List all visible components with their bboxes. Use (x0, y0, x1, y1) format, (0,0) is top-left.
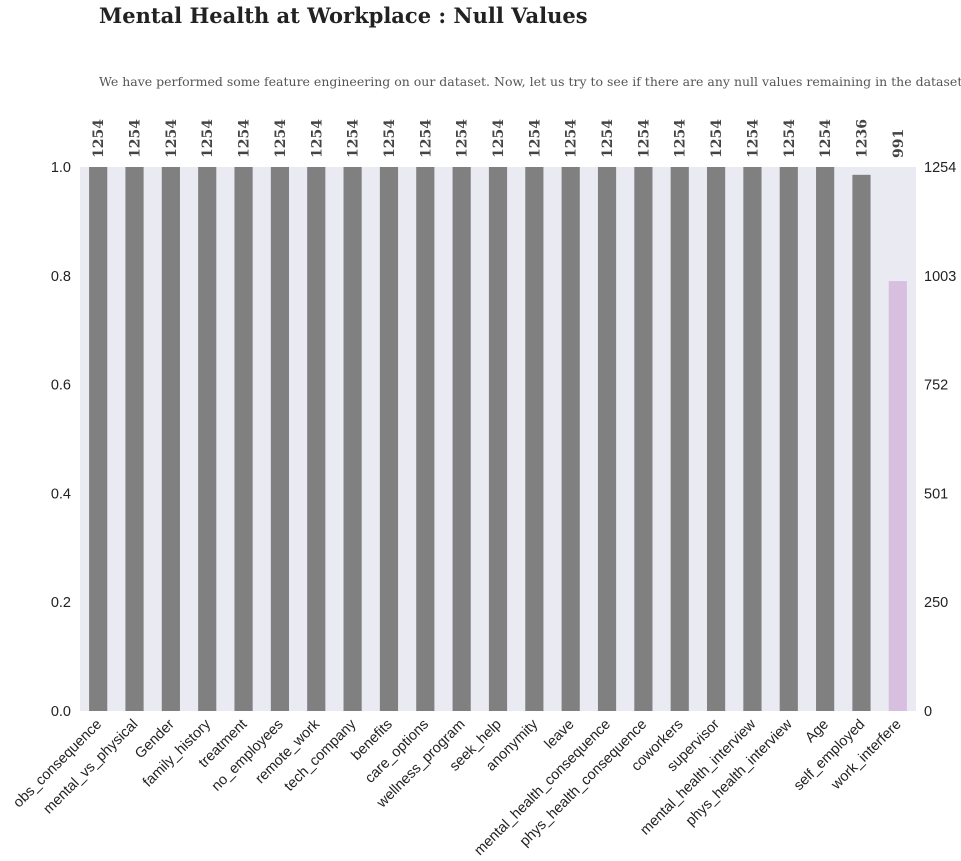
count-label-phys-health-consequence: 1254 (636, 119, 652, 158)
bar-phys-health-consequence (634, 167, 653, 711)
bar-coworkers (670, 167, 689, 711)
left-tick-label: 0.0 (51, 704, 71, 720)
right-axis: 0 250 501 752 1003 1254 (924, 160, 956, 720)
left-tick-label: 0.8 (51, 269, 71, 285)
bar-work-interfere (888, 281, 907, 711)
bar-benefits (379, 167, 399, 711)
count-label-treatment: 1254 (237, 119, 253, 158)
bar-treatment (234, 167, 253, 711)
count-label-mental-vs-physical: 1254 (128, 119, 144, 158)
bar-mental-vs-physical (125, 167, 144, 711)
count-label-coworkers: 1254 (673, 119, 689, 158)
bar-wellness-program (452, 167, 471, 711)
count-label-seek-help: 1254 (491, 119, 507, 158)
count-label-self-employed: 1236 (854, 119, 870, 158)
count-label-work-interfere: 991 (891, 129, 907, 158)
chart-subtitle: We have performed some feature engineeri… (99, 74, 961, 89)
left-tick-label: 1.0 (51, 160, 71, 176)
count-label-gender: 1254 (164, 119, 180, 158)
bar-phys-health-interview (779, 167, 798, 711)
right-tick-label: 752 (924, 378, 948, 394)
count-label-no-employees: 1254 (273, 119, 289, 158)
bar-no-employees (270, 167, 289, 711)
count-label-mental-health-consequence: 1254 (600, 119, 616, 158)
right-tick-label: 1254 (924, 160, 956, 176)
right-tick-label: 0 (924, 704, 932, 720)
right-tick-label: 250 (924, 595, 948, 611)
bar-mental-health-consequence (597, 167, 617, 711)
bar-self-employed (852, 174, 871, 712)
left-tick-label: 0.2 (51, 595, 71, 611)
bar-gender (161, 167, 180, 711)
count-label-supervisor: 1254 (709, 119, 725, 158)
bar-care-options (416, 167, 435, 711)
right-tick-label: 501 (924, 486, 948, 502)
count-label-benefits: 1254 (382, 119, 398, 158)
count-label-wellness-program: 1254 (455, 119, 471, 158)
count-label-leave: 1254 (564, 119, 580, 158)
count-label-phys-health-interview: 1254 (782, 119, 798, 158)
bar-anonymity (525, 167, 544, 711)
right-tick-label: 1003 (924, 269, 956, 285)
bar-age (816, 167, 835, 711)
count-label-remote-work: 1254 (309, 119, 325, 158)
count-label-mental-health-interview: 1254 (745, 119, 761, 158)
count-label-tech-company: 1254 (346, 119, 362, 158)
count-label-age: 1254 (818, 119, 834, 158)
bar-family-history (198, 167, 217, 711)
x-tick-label-age: Age (802, 717, 832, 747)
bar-obs-consequence (89, 167, 108, 711)
x-axis: obs_consequencemental_vs_physicalGenderf… (10, 716, 904, 859)
bar-mental-health-interview (743, 167, 762, 711)
bar-supervisor (707, 167, 726, 711)
left-tick-label: 0.6 (51, 378, 71, 394)
count-label-family-history: 1254 (200, 119, 216, 158)
bar-tech-company (343, 167, 362, 711)
left-axis: 0.0 0.2 0.4 0.6 0.8 1.0 (51, 160, 71, 720)
bar-remote-work (307, 167, 326, 711)
bar-leave (561, 167, 580, 711)
count-label-anonymity: 1254 (527, 119, 543, 158)
left-tick-label: 0.4 (51, 486, 71, 502)
chart-title: Mental Health at Workplace : Null Values (99, 3, 588, 28)
count-label-care-options: 1254 (418, 119, 434, 158)
bar-seek-help (488, 167, 508, 711)
bars-group (89, 167, 907, 712)
count-label-obs-consequence: 1254 (91, 119, 107, 158)
count-labels-group: 1254 1254 1254 1254 1254 1254 1254 1254 1254 1254… (91, 119, 907, 158)
